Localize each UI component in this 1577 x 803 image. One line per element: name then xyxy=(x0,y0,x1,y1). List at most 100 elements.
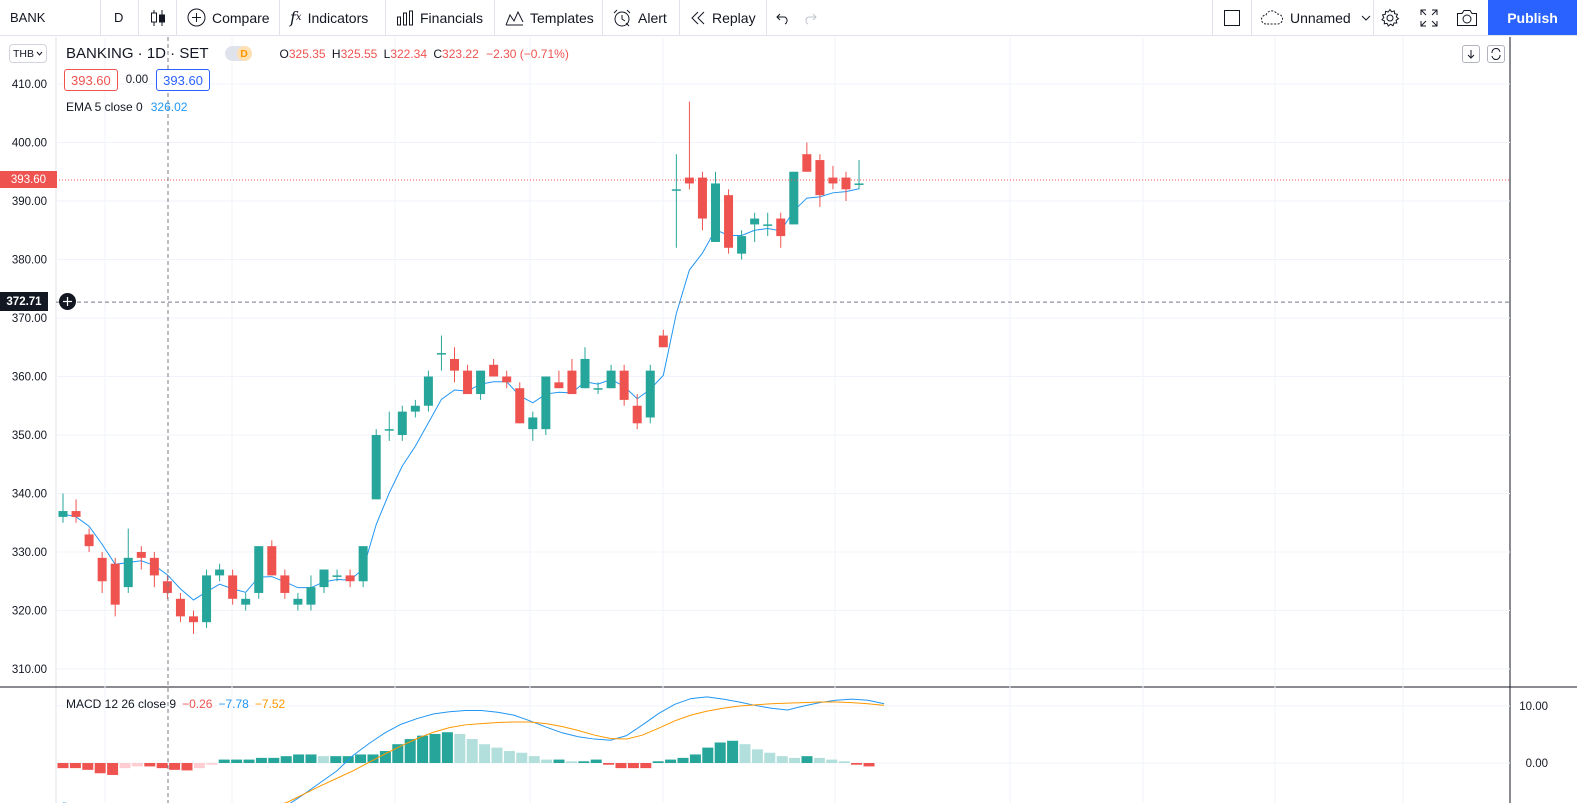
chart-type-button[interactable] xyxy=(149,0,167,35)
candle-body xyxy=(502,376,512,383)
candle xyxy=(293,592,303,611)
candle-body xyxy=(254,546,264,593)
macd-histogram-bar xyxy=(317,756,329,763)
add-order-button[interactable] xyxy=(59,293,76,310)
macd-histogram-bar xyxy=(640,763,652,769)
candle xyxy=(123,528,133,593)
camera-icon xyxy=(1456,9,1478,27)
candle-body xyxy=(71,511,81,517)
snapshot-button[interactable] xyxy=(1456,0,1478,35)
templates-label: Templates xyxy=(530,9,594,26)
save-layout-button[interactable]: Unnamed xyxy=(1260,0,1371,35)
candle xyxy=(776,212,786,248)
fullscreen-button[interactable] xyxy=(1420,0,1438,35)
macd-histogram-bar xyxy=(764,752,776,763)
ema-value: 326.02 xyxy=(150,100,188,114)
candle-body xyxy=(711,183,720,242)
close-key: C xyxy=(433,46,443,61)
candle xyxy=(750,212,760,242)
scroll-down-button[interactable] xyxy=(1462,45,1480,63)
publish-button[interactable]: Publish xyxy=(1488,0,1577,35)
macd-histogram-bar xyxy=(206,763,218,765)
macd-legend[interactable]: MACD 12 26 close 9 −0.26 −7.78 −7.52 xyxy=(66,697,285,711)
candle-body xyxy=(554,382,564,389)
macd-histogram-bar xyxy=(801,756,813,763)
layout-select-button[interactable] xyxy=(1223,0,1241,35)
open-key: O xyxy=(279,46,289,61)
candle xyxy=(202,569,212,629)
macd-tick-label: 10.00 xyxy=(1519,701,1548,713)
price-tick-label: 310.00 xyxy=(12,664,47,676)
candle xyxy=(175,592,185,623)
candle-body xyxy=(371,435,381,500)
symbol-name: BANK xyxy=(10,10,46,25)
candle xyxy=(724,189,734,254)
candle-body xyxy=(684,177,694,184)
candle xyxy=(306,575,316,611)
undo-button[interactable] xyxy=(775,0,791,35)
symbol-search-button[interactable]: BANK xyxy=(10,0,45,35)
templates-button[interactable]: Templates xyxy=(505,0,594,35)
candle xyxy=(397,405,407,441)
chevron-down-icon xyxy=(36,51,43,56)
macd-histogram-bar xyxy=(379,751,391,763)
compare-button[interactable]: Compare xyxy=(187,0,270,35)
candle xyxy=(502,370,512,389)
currency-button[interactable]: THB xyxy=(9,44,47,63)
alert-button[interactable]: Alert xyxy=(612,0,667,35)
candle xyxy=(136,546,146,570)
macd-histogram-bar xyxy=(813,757,825,763)
macd-histogram-bar xyxy=(193,763,205,769)
symbol-title[interactable]: BANKING · 1D · SET xyxy=(66,45,209,62)
candle-body xyxy=(854,183,864,185)
candle-body xyxy=(436,353,446,355)
macd-histogram-bar xyxy=(789,757,801,763)
candle xyxy=(189,610,198,634)
reset-scale-button[interactable] xyxy=(1487,45,1505,63)
candle xyxy=(763,212,773,237)
macd-histogram-bar xyxy=(466,739,478,763)
candle-body xyxy=(58,511,68,517)
chart-area[interactable]: 410.00 400.00 390.00 380.00 370.00 360.00 350.… xyxy=(0,37,1577,803)
bid-ask-row: 393.60 0.00 393.60 xyxy=(64,69,210,91)
square-icon xyxy=(1223,9,1241,27)
candle xyxy=(841,171,851,201)
macd-histogram-bar xyxy=(330,756,342,763)
sell-price-button[interactable]: 393.60 xyxy=(64,69,118,91)
toolbar-divider xyxy=(602,0,603,35)
macd-histogram-bar xyxy=(107,763,119,775)
candle xyxy=(593,382,603,395)
candle-body xyxy=(84,534,94,547)
chart-canvas[interactable]: 410.00 400.00 390.00 380.00 370.00 360.00 350.… xyxy=(0,37,1577,803)
candle xyxy=(606,364,616,389)
candle-body xyxy=(423,376,433,406)
macd-histogram-bar xyxy=(479,744,491,763)
ema-legend[interactable]: EMA 5 close 0 326.02 xyxy=(66,100,187,114)
buy-price-button[interactable]: 393.60 xyxy=(156,69,210,91)
toolbar-divider xyxy=(679,0,680,35)
candle-body xyxy=(841,177,851,190)
replay-button[interactable]: Replay xyxy=(690,0,756,35)
alarm-clock-icon xyxy=(612,8,632,28)
ohlc-values: O325.35 H325.55 L322.34 C323.22 −2.30 (−… xyxy=(280,47,569,61)
financials-button[interactable]: Financials xyxy=(396,0,483,35)
macd-histogram-bar xyxy=(776,756,788,763)
price-tick-label: 380.00 xyxy=(12,255,47,267)
candle xyxy=(684,101,694,190)
settings-button[interactable] xyxy=(1380,0,1400,35)
currency-label: THB xyxy=(13,47,34,60)
candle xyxy=(554,370,564,389)
candle-body xyxy=(384,429,394,431)
macd-histogram-bar xyxy=(231,759,243,763)
candle-body xyxy=(476,370,486,395)
price-tick-label: 360.00 xyxy=(12,372,47,384)
candle xyxy=(228,569,238,605)
candle xyxy=(645,364,655,424)
redo-button[interactable] xyxy=(802,0,818,35)
macd-hist-value: −0.26 xyxy=(182,697,213,711)
interval-button[interactable]: D xyxy=(114,0,123,35)
candle xyxy=(345,569,355,588)
market-status-badge[interactable]: D xyxy=(224,46,252,61)
